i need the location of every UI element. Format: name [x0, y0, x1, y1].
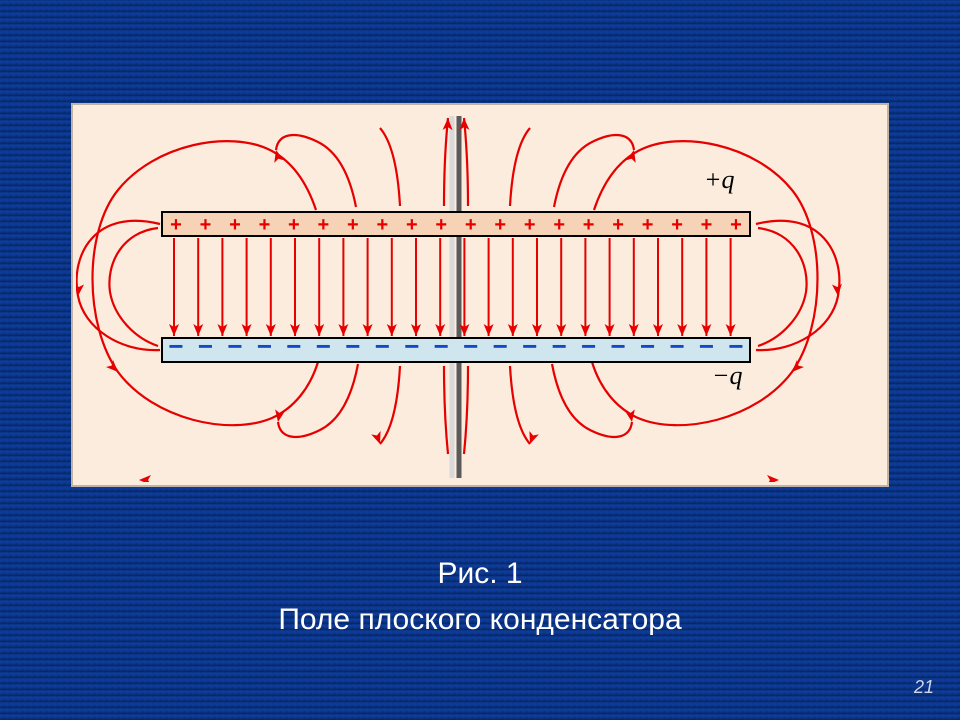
- positive-charge: +: [642, 214, 654, 236]
- negative-charge: −: [286, 331, 301, 361]
- caption-line-2: Поле плоского конденсатора: [0, 600, 960, 639]
- label-negative-q: −q: [712, 361, 743, 390]
- page-number: 21: [914, 677, 934, 698]
- positive-charge: +: [612, 214, 624, 236]
- positive-charge: +: [376, 214, 388, 236]
- negative-charge: −: [316, 331, 331, 361]
- negative-charge: −: [640, 331, 655, 361]
- positive-charge: +: [406, 214, 418, 236]
- positive-charge: +: [229, 214, 241, 236]
- negative-charge: −: [581, 331, 596, 361]
- negative-charge: −: [522, 331, 537, 361]
- negative-charge: −: [434, 331, 449, 361]
- negative-charge: −: [168, 331, 183, 361]
- negative-charge: −: [611, 331, 626, 361]
- positive-charge: +: [259, 214, 271, 236]
- positive-charge: +: [553, 214, 565, 236]
- positive-charge: +: [170, 214, 182, 236]
- negative-charge: −: [552, 331, 567, 361]
- negative-charge: −: [404, 331, 419, 361]
- negative-charge: −: [699, 331, 714, 361]
- negative-charge: −: [669, 331, 684, 361]
- negative-charge: −: [198, 331, 213, 361]
- positive-charge: +: [494, 214, 506, 236]
- positive-charge: +: [200, 214, 212, 236]
- positive-charge: +: [347, 214, 359, 236]
- negative-charge: −: [493, 331, 508, 361]
- positive-charge: +: [671, 214, 683, 236]
- negative-charge: −: [227, 331, 242, 361]
- positive-charge: +: [465, 214, 477, 236]
- positive-charge: +: [288, 214, 300, 236]
- negative-charge: −: [728, 331, 743, 361]
- positive-charge: +: [730, 214, 742, 236]
- negative-charge: −: [345, 331, 360, 361]
- negative-charge: −: [375, 331, 390, 361]
- label-positive-q: +q: [704, 165, 735, 194]
- top-plate: [162, 212, 750, 236]
- positive-charge: +: [435, 214, 447, 236]
- figure-panel: [72, 104, 888, 486]
- negative-charge: −: [463, 331, 478, 361]
- bottom-plate: [162, 338, 750, 362]
- positive-charge: +: [318, 214, 330, 236]
- positive-charge: +: [524, 214, 536, 236]
- negative-charge: −: [257, 331, 272, 361]
- positive-charge: +: [583, 214, 595, 236]
- caption-line-1: Рис. 1: [0, 554, 960, 593]
- positive-charge: +: [701, 214, 713, 236]
